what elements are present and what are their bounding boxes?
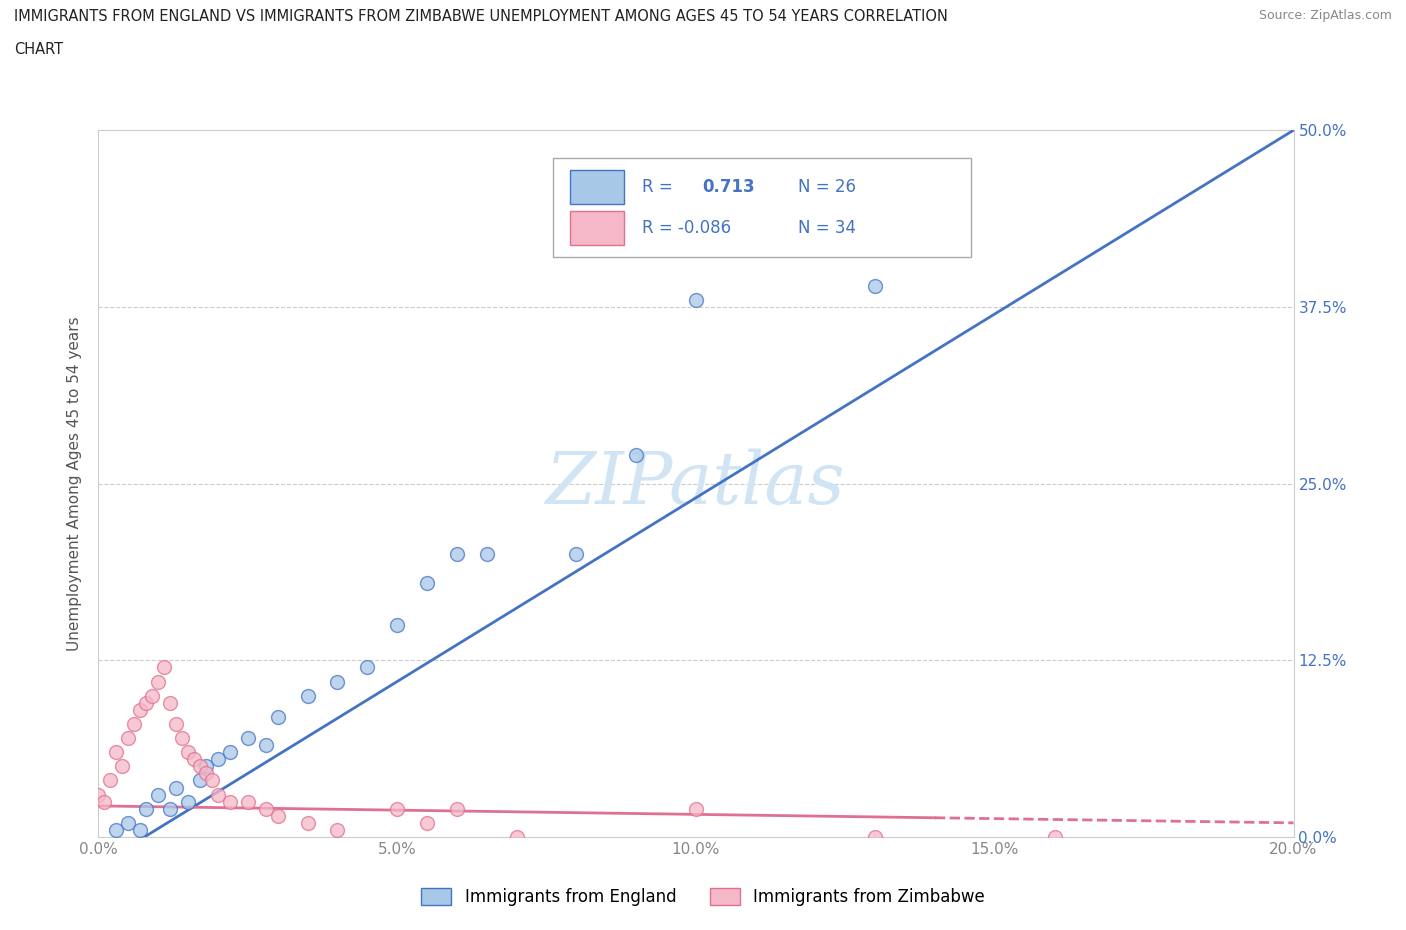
Point <box>100 773 122 788</box>
Text: 0.713: 0.713 <box>702 179 755 196</box>
Point <box>236 794 259 809</box>
Point <box>267 710 290 724</box>
Point <box>177 745 200 760</box>
Point <box>297 688 319 703</box>
Bar <box>571 211 624 245</box>
Point <box>129 822 152 837</box>
Legend: Immigrants from England, Immigrants from Zimbabwe: Immigrants from England, Immigrants from… <box>415 881 991 912</box>
Point <box>267 808 290 823</box>
Point <box>201 773 224 788</box>
Text: ZIPatlas: ZIPatlas <box>546 448 846 519</box>
Point <box>446 802 468 817</box>
Point <box>159 696 181 711</box>
Point <box>326 822 349 837</box>
Point <box>105 745 128 760</box>
Bar <box>571 170 624 205</box>
Point <box>195 759 218 774</box>
Point <box>385 802 409 817</box>
Text: N = 26: N = 26 <box>797 179 856 196</box>
Text: R =: R = <box>643 179 673 196</box>
Point <box>141 688 163 703</box>
Point <box>105 822 128 837</box>
Point <box>124 716 146 731</box>
Point <box>565 547 588 562</box>
Text: IMMIGRANTS FROM ENGLAND VS IMMIGRANTS FROM ZIMBABWE UNEMPLOYMENT AMONG AGES 45 T: IMMIGRANTS FROM ENGLAND VS IMMIGRANTS FR… <box>14 9 948 24</box>
Text: CHART: CHART <box>14 42 63 57</box>
Text: N = 34: N = 34 <box>797 219 856 237</box>
Point <box>626 448 648 463</box>
Point <box>356 660 378 675</box>
Point <box>188 773 211 788</box>
Point <box>685 292 707 307</box>
Point <box>135 802 157 817</box>
Text: Source: ZipAtlas.com: Source: ZipAtlas.com <box>1258 9 1392 22</box>
Text: R = -0.086: R = -0.086 <box>643 219 731 237</box>
Point <box>177 794 200 809</box>
FancyBboxPatch shape <box>553 158 970 258</box>
Point <box>183 751 205 766</box>
Point <box>117 816 139 830</box>
Point <box>165 716 187 731</box>
Point <box>385 618 409 632</box>
Point <box>506 830 529 844</box>
Point <box>207 751 229 766</box>
Point <box>87 787 110 802</box>
Point <box>685 802 707 817</box>
Point <box>165 780 187 795</box>
Point <box>195 766 218 781</box>
Point <box>129 702 152 717</box>
Point <box>475 547 498 562</box>
Point <box>254 802 277 817</box>
Point <box>159 802 181 817</box>
Point <box>254 737 277 752</box>
Point <box>219 794 242 809</box>
Point <box>326 674 349 689</box>
Point <box>865 278 887 293</box>
Y-axis label: Unemployment Among Ages 45 to 54 years: Unemployment Among Ages 45 to 54 years <box>67 316 83 651</box>
Point <box>207 787 229 802</box>
Point <box>236 731 259 746</box>
Point <box>416 575 439 590</box>
Point <box>219 745 242 760</box>
Point <box>148 787 170 802</box>
Point <box>117 731 139 746</box>
Point <box>111 759 134 774</box>
Point <box>172 731 194 746</box>
Point <box>297 816 319 830</box>
Point <box>93 794 115 809</box>
Point <box>153 660 176 675</box>
Point <box>865 830 887 844</box>
Point <box>446 547 468 562</box>
Point <box>188 759 211 774</box>
Point <box>135 696 157 711</box>
Point <box>148 674 170 689</box>
Point <box>1043 830 1066 844</box>
Point <box>416 816 439 830</box>
